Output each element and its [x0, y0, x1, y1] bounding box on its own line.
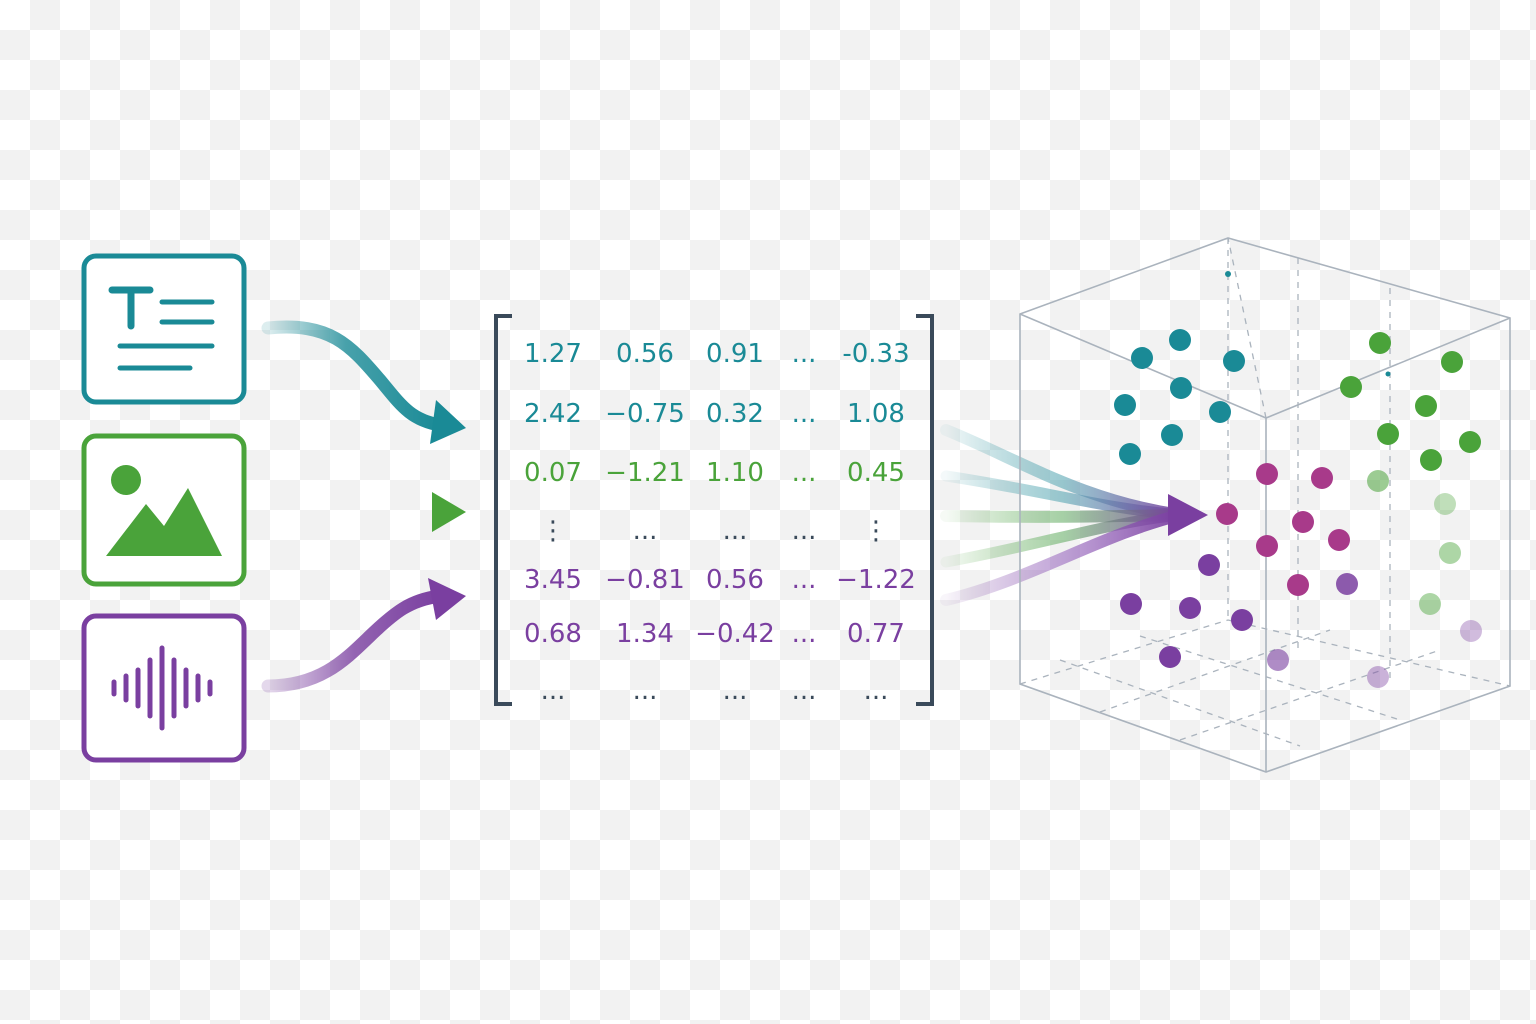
matrix-cell: 1.08 — [847, 399, 905, 429]
matrix-cell: ⋮ — [863, 516, 889, 546]
embedding-point — [1460, 620, 1482, 642]
space-arrowhead — [1168, 494, 1208, 536]
matrix-cell: ... — [541, 676, 566, 706]
matrix-cell: ... — [792, 516, 817, 546]
embedding-point — [1256, 535, 1278, 557]
embedding-point — [1169, 329, 1191, 351]
embedding-point — [1231, 609, 1253, 631]
matrix-cell: ... — [792, 339, 817, 369]
text-document-icon — [81, 253, 247, 405]
image-picture-icon — [81, 433, 247, 587]
matrix-cell: 3.45 — [524, 565, 582, 595]
embedding-point — [1415, 395, 1437, 417]
audio-to-matrix-arrow — [261, 578, 466, 693]
matrix-cell: −0.81 — [605, 565, 685, 595]
embedding-point — [1420, 449, 1442, 471]
matrix-cell: 0.68 — [524, 619, 582, 649]
embedding-point — [1328, 529, 1350, 551]
matrix-cell: −0.75 — [605, 399, 685, 429]
matrix-cell: 1.10 — [706, 458, 764, 488]
embedding-point — [1256, 463, 1278, 485]
embedding-point — [1292, 511, 1314, 533]
matrix-cell: 1.27 — [524, 339, 582, 369]
embedding-point — [1119, 443, 1141, 465]
embedding-point — [1131, 347, 1153, 369]
embedding-point — [1311, 467, 1333, 489]
matrix-to-space-flow — [940, 424, 1208, 606]
embedding-point — [1267, 649, 1289, 671]
matrix-cell: 0.32 — [706, 399, 764, 429]
matrix-cell: 0.91 — [706, 339, 764, 369]
matrix-cell: ... — [792, 458, 817, 488]
embedding-point — [1114, 394, 1136, 416]
matrix-cell: -0.33 — [842, 339, 909, 369]
embedding-point — [1170, 377, 1192, 399]
matrix-cell: 0.56 — [616, 339, 674, 369]
embedding-space-cube — [1019, 237, 1511, 773]
embedding-point — [1179, 597, 1201, 619]
image-to-matrix-arrow — [268, 492, 466, 532]
matrix-cell: 0.56 — [706, 565, 764, 595]
matrix-cell: ... — [792, 619, 817, 649]
matrix-cell: ... — [723, 676, 748, 706]
embedding-point — [1287, 574, 1309, 596]
matrix-cell: 0.45 — [847, 458, 905, 488]
audio-waveform-icon — [81, 613, 247, 763]
embedding-point — [1120, 593, 1142, 615]
embedding-point — [1161, 424, 1183, 446]
embedding-point — [1439, 542, 1461, 564]
embedding-point — [1367, 470, 1389, 492]
matrix-cell: 0.77 — [847, 619, 905, 649]
matrix-cell: ... — [792, 399, 817, 429]
embedding-point — [1209, 401, 1231, 423]
embedding-point — [1441, 351, 1463, 373]
matrix-cell: 0.07 — [524, 458, 582, 488]
embedding-point — [1434, 493, 1456, 515]
text-to-matrix-arrow — [261, 320, 466, 444]
matrix-cell: ⋮ — [540, 516, 566, 546]
matrix-cell: −0.42 — [695, 619, 775, 649]
embedding-point — [1459, 431, 1481, 453]
embedding-point — [1198, 554, 1220, 576]
embedding-point — [1367, 666, 1389, 688]
matrix-cell: −1.21 — [605, 458, 685, 488]
matrix-cell: ... — [864, 676, 889, 706]
matrix-cell: 1.34 — [616, 619, 674, 649]
embedding-point — [1216, 503, 1238, 525]
embedding-point — [1377, 423, 1399, 445]
embedding-point — [1159, 646, 1181, 668]
matrix-cell: ... — [792, 676, 817, 706]
embedding-point — [1223, 350, 1245, 372]
matrix-cell: −1.22 — [836, 565, 916, 595]
matrix-cell: ... — [723, 516, 748, 546]
embedding-point — [1336, 573, 1358, 595]
embedding-point — [1369, 332, 1391, 354]
matrix-cell: 2.42 — [524, 399, 582, 429]
matrix-cell: ... — [633, 516, 658, 546]
embedding-matrix: 1.27 0.56 0.91... -0.33 2.42 −0.75 0.32... 1.08… — [494, 314, 934, 706]
embedding-point — [1419, 593, 1441, 615]
matrix-cell: ... — [792, 565, 817, 595]
matrix-cell: ... — [633, 676, 658, 706]
embedding-point — [1340, 376, 1362, 398]
